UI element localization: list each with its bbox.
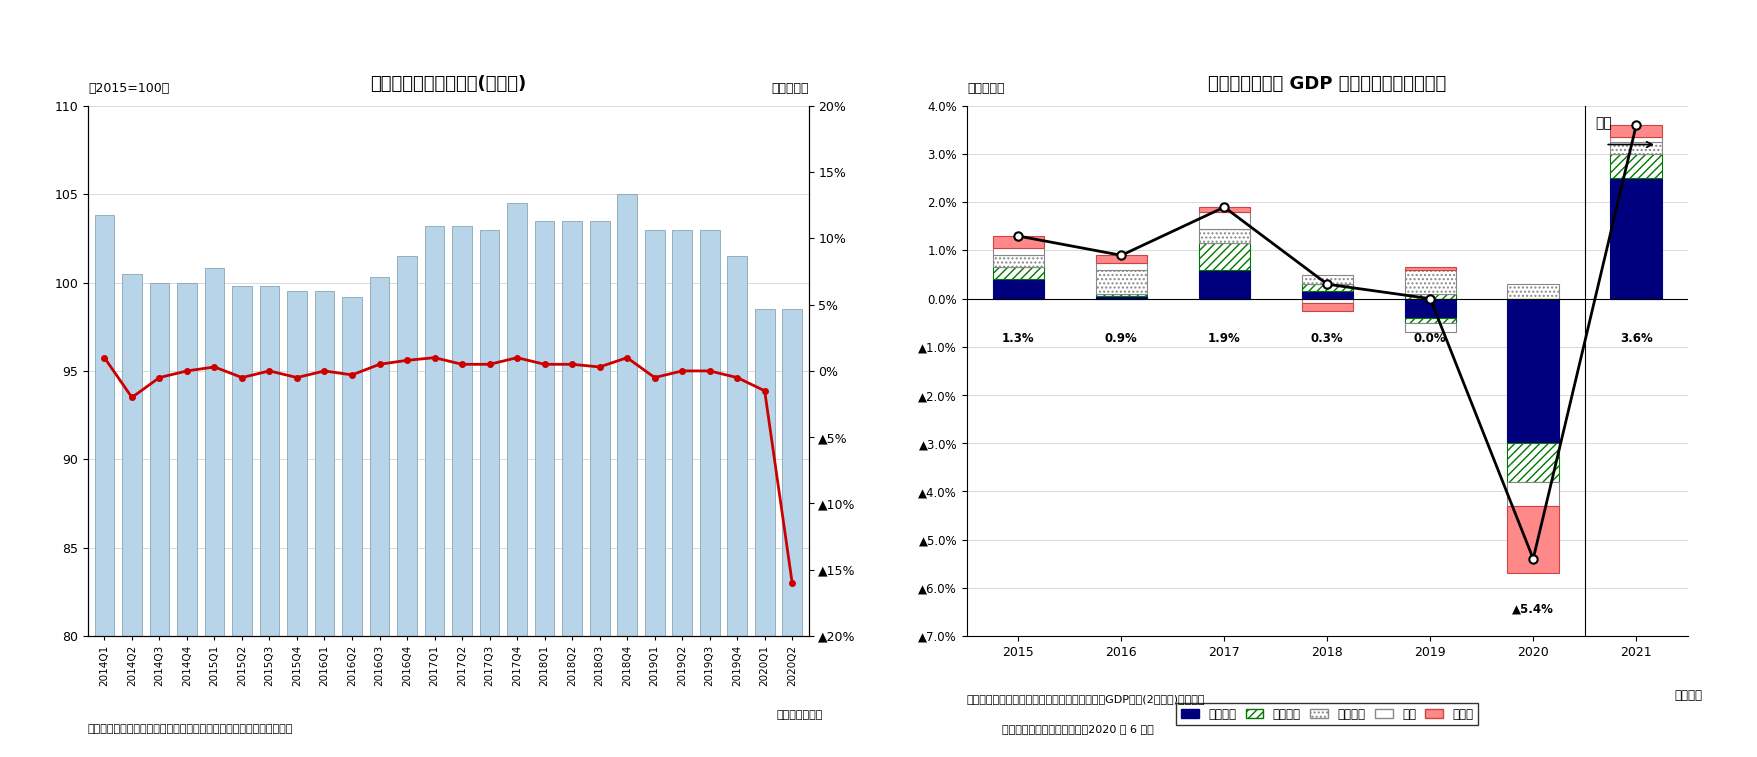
Bar <box>1609 154 1660 178</box>
Bar <box>425 226 445 757</box>
Bar <box>177 282 197 757</box>
Bar <box>1198 243 1249 269</box>
Text: （年・四半期）: （年・四半期） <box>777 710 822 720</box>
Bar <box>993 279 1044 299</box>
Legend: 民間消費, 設備投資, 公的需要, 外需, その他: 民間消費, 設備投資, 公的需要, 外需, その他 <box>1175 703 1478 725</box>
Bar <box>343 297 362 757</box>
Bar <box>534 221 553 757</box>
Text: 0.3%: 0.3% <box>1311 332 1342 345</box>
Title: 図表－１　鉱工業生産(前期比): 図表－１ 鉱工業生産(前期比) <box>371 75 525 93</box>
Bar <box>95 216 114 757</box>
Text: （出所）経済産業省「鉱工業指数」を基にニッセイ基礎研究所が作成: （出所）経済産業省「鉱工業指数」を基にニッセイ基礎研究所が作成 <box>88 724 293 734</box>
Bar <box>260 286 279 757</box>
Text: 3.6%: 3.6% <box>1618 332 1652 345</box>
Bar <box>1095 263 1146 269</box>
Bar <box>1609 178 1660 299</box>
Text: 0.9%: 0.9% <box>1105 332 1137 345</box>
Text: （2015=100）: （2015=100） <box>88 83 169 95</box>
Text: （出所）内閣府経済社会総合研究所「四半期別GDP速報(2次速報)」を基に: （出所）内閣府経済社会総合研究所「四半期別GDP速報(2次速報)」を基に <box>966 694 1205 704</box>
Bar <box>589 221 610 757</box>
Title: 図表－２　実質 GDP 成長率の推移（年度）: 図表－２ 実質 GDP 成長率の推移（年度） <box>1207 75 1446 93</box>
Bar <box>1506 284 1558 299</box>
Bar <box>286 291 307 757</box>
Bar <box>645 229 664 757</box>
Text: 1.3%: 1.3% <box>1001 332 1035 345</box>
Bar <box>397 256 416 757</box>
Text: ニッセイ基礎研究所が作成（2020 年 6 月）: ニッセイ基礎研究所が作成（2020 年 6 月） <box>1001 724 1153 734</box>
Bar <box>1404 299 1455 318</box>
Bar <box>727 256 747 757</box>
Bar <box>315 291 334 757</box>
Bar <box>506 203 527 757</box>
Bar <box>121 274 142 757</box>
Bar <box>1506 443 1558 481</box>
Bar <box>1198 269 1249 299</box>
Bar <box>1198 229 1249 243</box>
Bar <box>993 255 1044 267</box>
Bar <box>562 221 582 757</box>
Text: 0.0%: 0.0% <box>1413 332 1446 345</box>
Bar <box>993 236 1044 248</box>
Text: （前期比）: （前期比） <box>771 83 808 95</box>
Bar <box>1095 296 1146 299</box>
Bar <box>1609 125 1660 137</box>
Bar <box>993 267 1044 279</box>
Bar <box>671 229 692 757</box>
Bar <box>1300 299 1353 304</box>
Bar <box>232 286 251 757</box>
Bar <box>369 277 390 757</box>
Bar <box>993 248 1044 255</box>
Bar <box>1095 255 1146 263</box>
Bar <box>782 309 801 757</box>
Bar <box>1609 137 1660 142</box>
Bar <box>1300 304 1353 310</box>
Bar <box>204 269 225 757</box>
Text: （前年比）: （前年比） <box>966 83 1003 95</box>
Text: ▲5.4%: ▲5.4% <box>1511 602 1553 615</box>
Bar <box>1404 269 1455 294</box>
Bar <box>1300 284 1353 291</box>
Bar <box>1095 269 1146 294</box>
Text: 予測: 予測 <box>1594 116 1611 130</box>
Bar <box>1404 318 1455 322</box>
Bar <box>1198 212 1249 229</box>
Bar <box>754 309 775 757</box>
Bar <box>1506 299 1558 443</box>
Text: （年度）: （年度） <box>1673 689 1701 702</box>
Bar <box>452 226 471 757</box>
Bar <box>1095 294 1146 296</box>
Bar <box>1404 294 1455 299</box>
Bar <box>149 282 169 757</box>
Bar <box>1609 142 1660 154</box>
Bar <box>1506 481 1558 506</box>
Bar <box>1198 207 1249 212</box>
Bar <box>1506 506 1558 573</box>
Bar <box>1404 322 1455 332</box>
Bar <box>480 229 499 757</box>
Bar <box>1300 275 1353 284</box>
Bar <box>1300 291 1353 299</box>
Bar <box>699 229 719 757</box>
Text: 1.9%: 1.9% <box>1207 332 1240 345</box>
Bar <box>1404 267 1455 269</box>
Bar <box>617 195 636 757</box>
